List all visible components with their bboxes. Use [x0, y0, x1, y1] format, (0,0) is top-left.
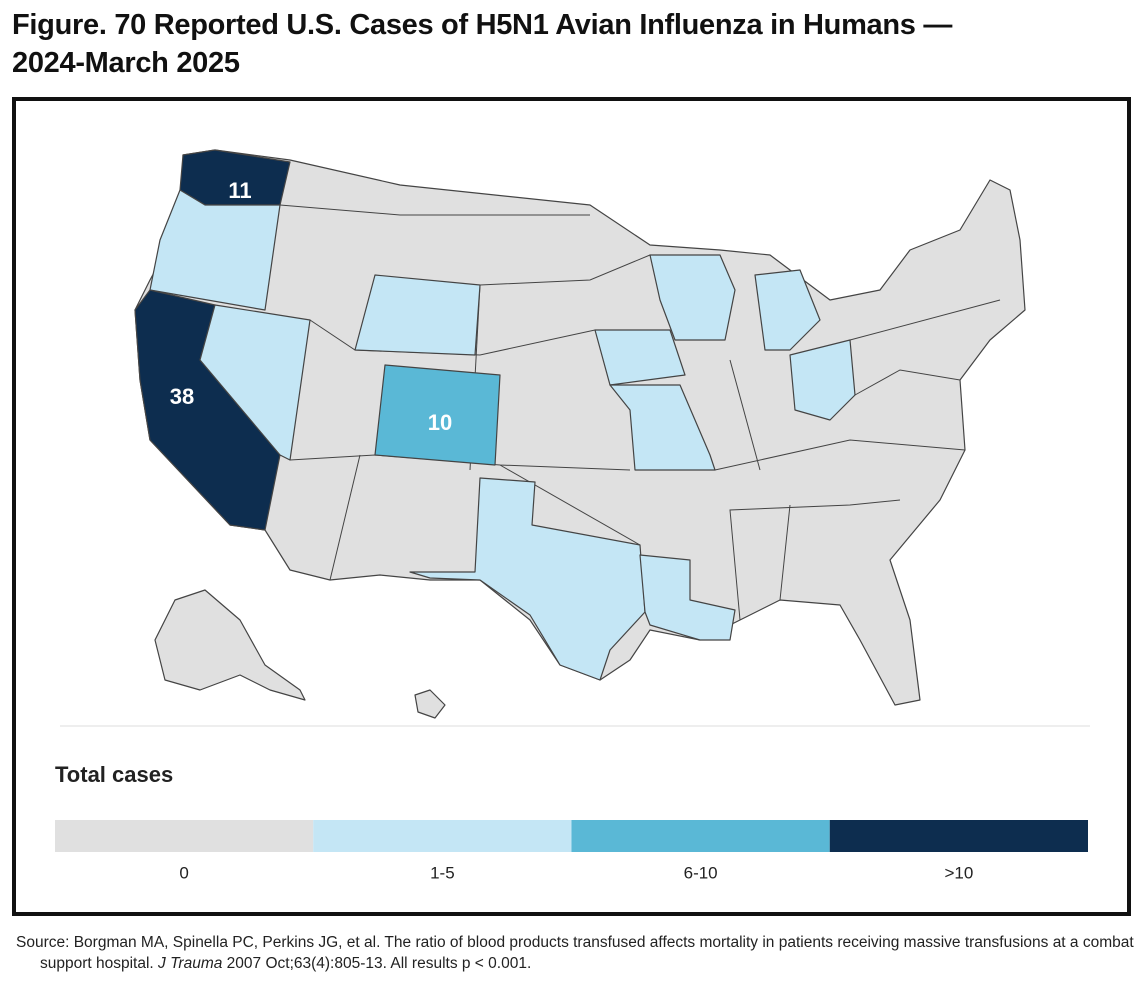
legend-swatch — [829, 820, 1088, 852]
legend-title: Total cases — [55, 762, 173, 787]
state-low — [149, 189, 281, 311]
title-line: 2024-March 2025 — [12, 47, 240, 79]
legend-swatch — [571, 820, 830, 852]
value-label: 11 — [228, 178, 251, 203]
value-labels: 11 38 10 — [170, 178, 452, 435]
source-text: 2007 Oct;63(4):805-13. All results p < 0… — [222, 955, 532, 972]
legend: 0 1-5 6-10 >10 — [55, 820, 1088, 882]
legend-swatch — [313, 820, 572, 852]
source-journal: J Trauma — [158, 955, 223, 972]
legend-label: 0 — [179, 863, 188, 882]
state-low — [639, 554, 736, 641]
legend-swatch — [55, 820, 314, 852]
source-text: Source: Borgman MA, Spinella PC, Perkins… — [16, 934, 1134, 972]
state-low — [354, 274, 481, 356]
legend-label: 6-10 — [684, 863, 718, 882]
state-low — [754, 269, 821, 351]
title: Figure. 70 Reported U.S. Cases of H5N1 A… — [12, 6, 952, 82]
state-low — [199, 304, 311, 461]
alaska — [154, 589, 306, 701]
state-low — [789, 339, 856, 421]
state-low — [649, 254, 736, 341]
hawaii — [414, 689, 446, 719]
figure-frame — [12, 97, 1131, 916]
state-mid — [374, 364, 501, 466]
legend-label: >10 — [944, 863, 973, 882]
source-note: Source: Borgman MA, Spinella PC, Perkins… — [16, 932, 1143, 974]
state-low — [409, 477, 646, 681]
value-label: 10 — [428, 410, 452, 435]
value-label: 38 — [170, 384, 194, 409]
state-low — [609, 384, 716, 471]
states — [60, 149, 1090, 727]
state-low — [594, 329, 686, 386]
title-line: Figure. 70 Reported U.S. Cases of H5N1 A… — [12, 9, 953, 41]
legend-label: 1-5 — [430, 863, 455, 882]
